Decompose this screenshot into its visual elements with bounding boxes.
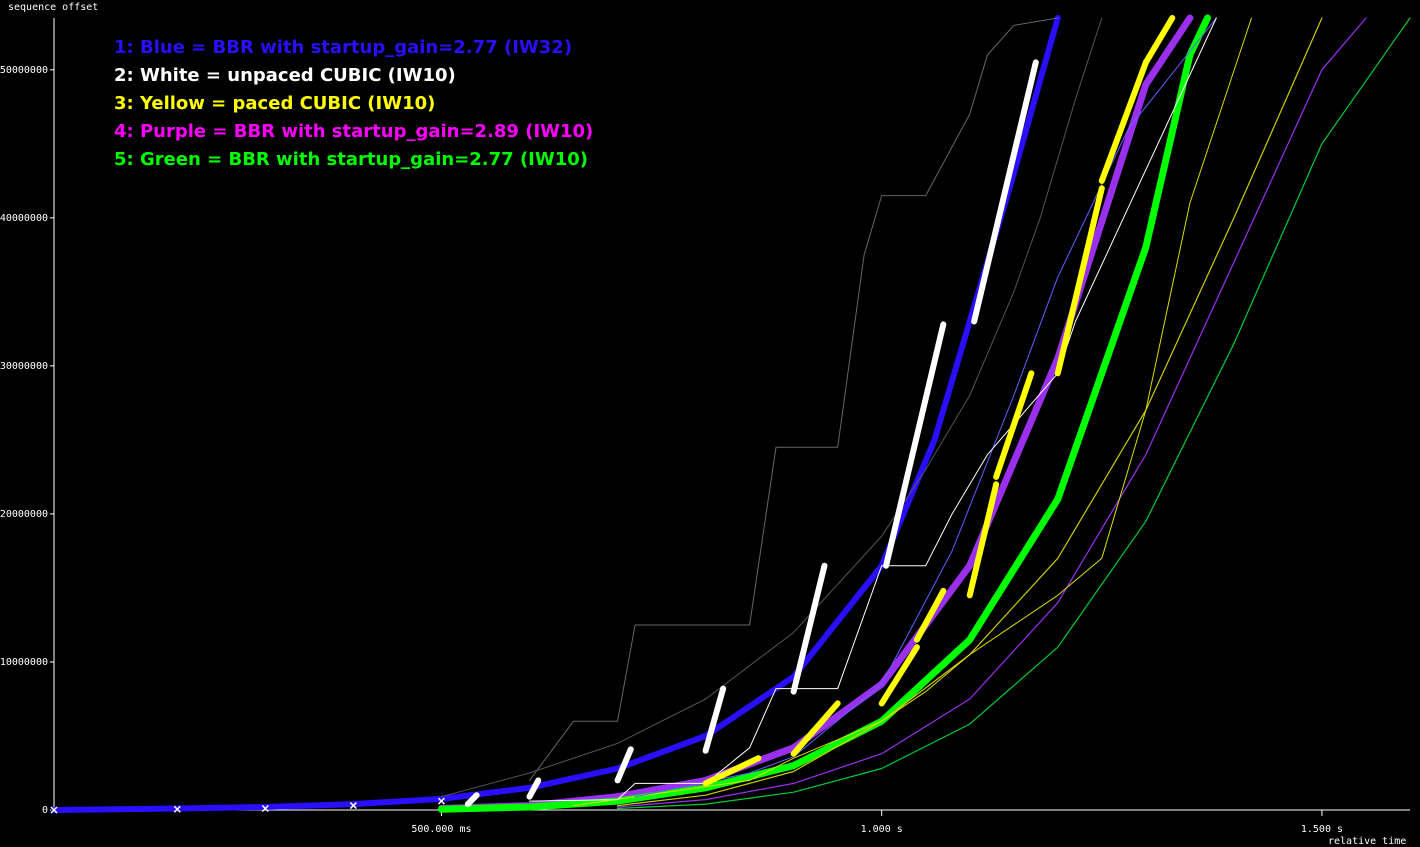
series-layer bbox=[51, 14, 1411, 813]
burst-segment-3 bbox=[614, 746, 634, 784]
burst-segment-2 bbox=[526, 777, 542, 800]
series-line-1 bbox=[51, 15, 1061, 813]
x-tick-label: 1.500 s bbox=[1301, 824, 1343, 835]
y-axis-ticks: 0 10000000 20000000 30000000 40000000 5000000… bbox=[0, 65, 54, 816]
series-line-5 bbox=[616, 17, 1411, 810]
burst-segment-1 bbox=[464, 792, 480, 808]
x-axis-title: relative time bbox=[1328, 836, 1406, 847]
data-marker-3 bbox=[261, 804, 269, 813]
burst-segment-16 bbox=[1142, 15, 1176, 66]
burst-segment-11 bbox=[913, 587, 947, 643]
y-tick-label: 30000000 bbox=[0, 361, 48, 372]
y-tick-label: 40000000 bbox=[0, 213, 48, 224]
y-axis-title: sequence offset bbox=[8, 2, 98, 13]
legend-entry-1: 1: Blue = BBR with startup_gain=2.77 (IW… bbox=[114, 37, 572, 58]
series-line-10 bbox=[529, 17, 1059, 781]
data-marker-1 bbox=[50, 806, 58, 814]
burst-segment-12 bbox=[966, 481, 1000, 599]
series-line-4 bbox=[616, 17, 1367, 808]
legend: 1: Blue = BBR with startup_gain=2.77 (IW… bbox=[114, 37, 593, 170]
y-tick-label: 50000000 bbox=[0, 65, 48, 76]
data-marker-4 bbox=[349, 802, 357, 810]
burst-segment-8 bbox=[702, 755, 762, 787]
x-tick-label: 1.000 s bbox=[861, 824, 903, 835]
y-tick-label: 0 bbox=[42, 805, 48, 816]
series-line-7 bbox=[573, 17, 1252, 807]
series-line-9 bbox=[529, 17, 1217, 802]
burst-segment-14 bbox=[1054, 185, 1105, 377]
burst-segment-6 bbox=[883, 321, 947, 569]
burst-segment-15 bbox=[1098, 59, 1149, 184]
legend-entry-4: 4: Purple = BBR with startup_gain=2.89 (… bbox=[114, 121, 593, 142]
x-tick-label: 500.000 ms bbox=[411, 824, 471, 835]
legend-entry-2: 2: White = unpaced CUBIC (IW10) bbox=[114, 65, 456, 86]
data-marker-5 bbox=[437, 797, 445, 805]
burst-segment-4 bbox=[702, 685, 727, 754]
burst-segment-7 bbox=[971, 59, 1039, 325]
y-tick-label: 20000000 bbox=[0, 509, 48, 520]
y-tick-label: 10000000 bbox=[0, 657, 48, 668]
legend-entry-3: 3: Yellow = paced CUBIC (IW10) bbox=[114, 93, 435, 114]
legend-entry-5: 5: Green = BBR with startup_gain=2.77 (I… bbox=[114, 149, 588, 170]
burst-segment-5 bbox=[790, 562, 828, 695]
burst-segment-13 bbox=[993, 370, 1035, 480]
burst-segment-10 bbox=[878, 644, 920, 707]
burst-segment-9 bbox=[790, 700, 841, 757]
data-marker-2 bbox=[173, 805, 181, 813]
segment-layer bbox=[464, 15, 1176, 808]
marker-layer bbox=[50, 797, 445, 814]
